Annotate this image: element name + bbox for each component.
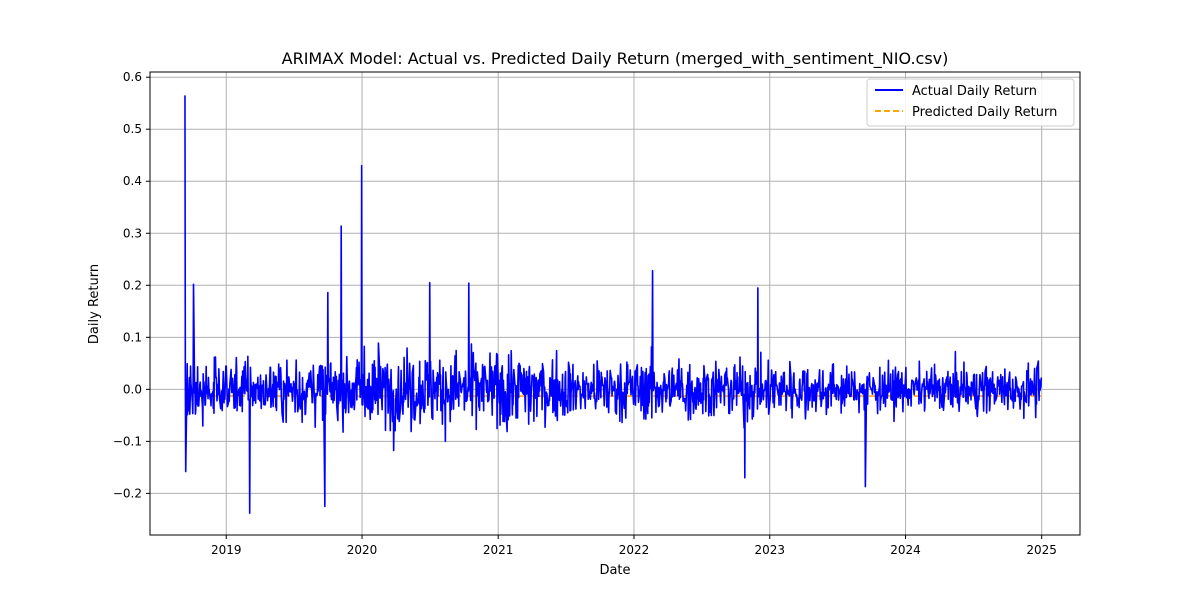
y-tick-label: 0.5: [123, 122, 142, 136]
legend: Actual Daily Return Predicted Daily Retu…: [866, 78, 1075, 127]
x-axis-label: Date: [599, 563, 630, 578]
y-tick-label: −0.2: [113, 486, 142, 500]
legend-box: [866, 78, 1075, 127]
x-tick-label: 2024: [890, 543, 921, 557]
y-tick-label: 0.2: [123, 278, 142, 292]
x-tick-label: 2023: [754, 543, 785, 557]
legend-predicted-label: Predicted Daily Return: [912, 105, 1057, 120]
y-axis-label: Daily Return: [87, 264, 102, 344]
x-tick-label: 2022: [619, 543, 650, 557]
plot-frame: [149, 71, 1081, 536]
x-tick-label: 2021: [483, 543, 514, 557]
y-tick-label: 0.3: [123, 226, 142, 240]
legend-actual-label: Actual Daily Return: [912, 84, 1037, 99]
y-tick-label: −0.1: [113, 434, 142, 448]
y-tick-label: 0.1: [123, 330, 142, 344]
y-tick-label: 0.0: [123, 382, 142, 396]
y-tick-label: 0.4: [123, 174, 142, 188]
x-tick-label: 2019: [211, 543, 242, 557]
chart-title: ARIMAX Model: Actual vs. Predicted Daily…: [282, 49, 949, 69]
x-tick-label: 2025: [1026, 543, 1057, 557]
actual-return-line: [184, 95, 1043, 514]
ticks-layer: 2019 2020 2021 2022 2023 2024 2025 −0.2 −0.1 0.0 0…: [113, 70, 1057, 557]
actual-series-layer: [184, 95, 1043, 514]
x-tick-label: 2020: [347, 543, 378, 557]
y-tick-label: 0.6: [123, 70, 142, 84]
